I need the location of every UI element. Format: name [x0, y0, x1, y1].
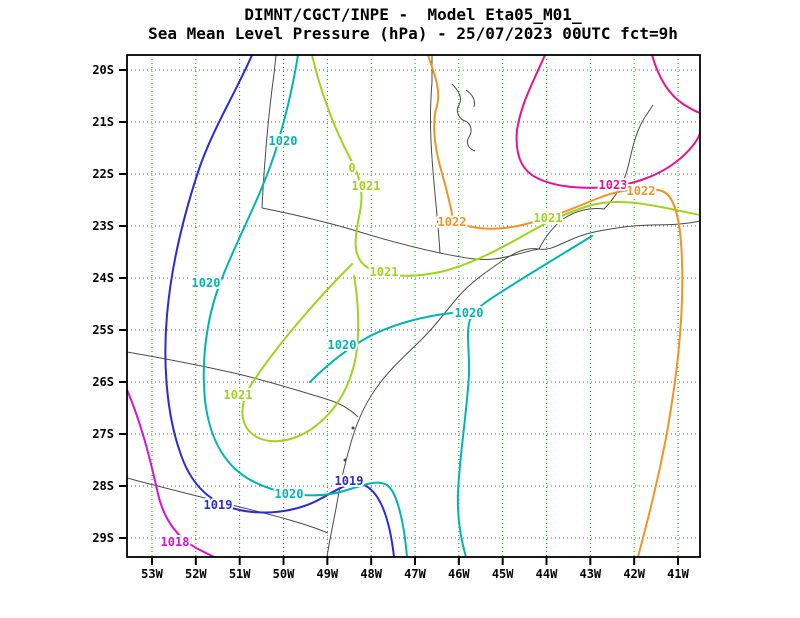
isobar-1021-main: [311, 55, 700, 277]
y-tick-label: 29S: [92, 531, 114, 545]
contour-label-1020: 1020: [275, 487, 304, 501]
contour-label-1020: 1020: [328, 338, 357, 352]
contour-label-1023: 1023: [599, 178, 628, 192]
isobar-1020-east: [456, 235, 593, 557]
x-tick-label: 53W: [141, 567, 163, 581]
isobar-1020-west: [202, 55, 408, 557]
contour-label-1020: 1020: [455, 306, 484, 320]
state-border-rj-mg: [538, 104, 654, 250]
coastline: [326, 220, 700, 557]
isobar-1023-corner: [651, 55, 700, 114]
y-tick-label: 20S: [92, 63, 114, 77]
x-tick-label: 49W: [316, 567, 338, 581]
title-block: DIMNT/CGCT/INPE - Model Eta05_M01_ Sea M…: [13, 0, 800, 43]
x-tick-label: 47W: [404, 567, 426, 581]
x-tick-label: 45W: [492, 567, 514, 581]
y-tick-label: 26S: [92, 375, 114, 389]
contour-label-1021: 1021: [370, 265, 399, 279]
contour-label-1021: 1021: [534, 211, 563, 225]
x-tick-label: 48W: [360, 567, 382, 581]
contour-label-0: 0: [348, 161, 355, 175]
reservoir-outline-2: [465, 89, 475, 108]
base-map: [127, 55, 700, 557]
x-tick-label: 44W: [536, 567, 558, 581]
state-border-mg-sp: [261, 207, 540, 260]
x-tick-label: 42W: [623, 567, 645, 581]
state-border-mg-vertical: [430, 55, 441, 254]
coastal-island-1: [351, 426, 355, 430]
contour-label-1020: 1020: [269, 134, 298, 148]
x-tick-label: 41W: [667, 567, 689, 581]
isobar-1020-coastal: [309, 312, 453, 383]
isobar-1021-inner-loop: [241, 263, 360, 443]
y-tick-label: 22S: [92, 167, 114, 181]
state-border-pr-sc: [127, 477, 329, 534]
contour-label-1020: 1020: [192, 276, 221, 290]
contour-label-1018: 1018: [161, 535, 190, 549]
coastal-island-2: [343, 458, 347, 462]
contour-label-1021: 1021: [352, 179, 381, 193]
contour-label-1022: 1022: [627, 184, 656, 198]
contour-label-1019: 1019: [335, 474, 364, 488]
y-tick-label: 28S: [92, 479, 114, 493]
isobar-1019: [164, 55, 395, 557]
isobar-1018: [127, 387, 215, 557]
x-tick-label: 52W: [185, 567, 207, 581]
y-tick-label: 27S: [92, 427, 114, 441]
y-tick-label: 23S: [92, 219, 114, 233]
axis-ticks-and-labels: 53W 52W 51W 50W 49W 48W 47W 46W 45W 44W 43W 42W 41W 2…: [92, 63, 689, 581]
x-tick-label: 46W: [448, 567, 470, 581]
state-border-west: [261, 55, 277, 209]
y-tick-label: 25S: [92, 323, 114, 337]
state-border-sp-pr: [127, 351, 359, 418]
isobar-contours: [127, 55, 700, 557]
x-tick-label: 51W: [229, 567, 251, 581]
isobar-1023: [515, 55, 700, 189]
figure-title-line1: DIMNT/CGCT/INPE - Model Eta05_M01_: [244, 5, 582, 24]
y-tick-label: 24S: [92, 271, 114, 285]
y-tick-label: 21S: [92, 115, 114, 129]
contour-label-1022: 1022: [438, 215, 467, 229]
reservoir-outline-1: [451, 83, 476, 152]
figure-title-line2: Sea Mean Level Pressure (hPa) - 25/07/20…: [148, 24, 678, 43]
plot-frame: [126, 54, 701, 558]
isobar-1022: [427, 55, 684, 557]
x-tick-label: 43W: [579, 567, 601, 581]
x-tick-label: 50W: [273, 567, 295, 581]
contour-label-1019: 1019: [204, 498, 233, 512]
contour-label-1021: 1021: [224, 388, 253, 402]
